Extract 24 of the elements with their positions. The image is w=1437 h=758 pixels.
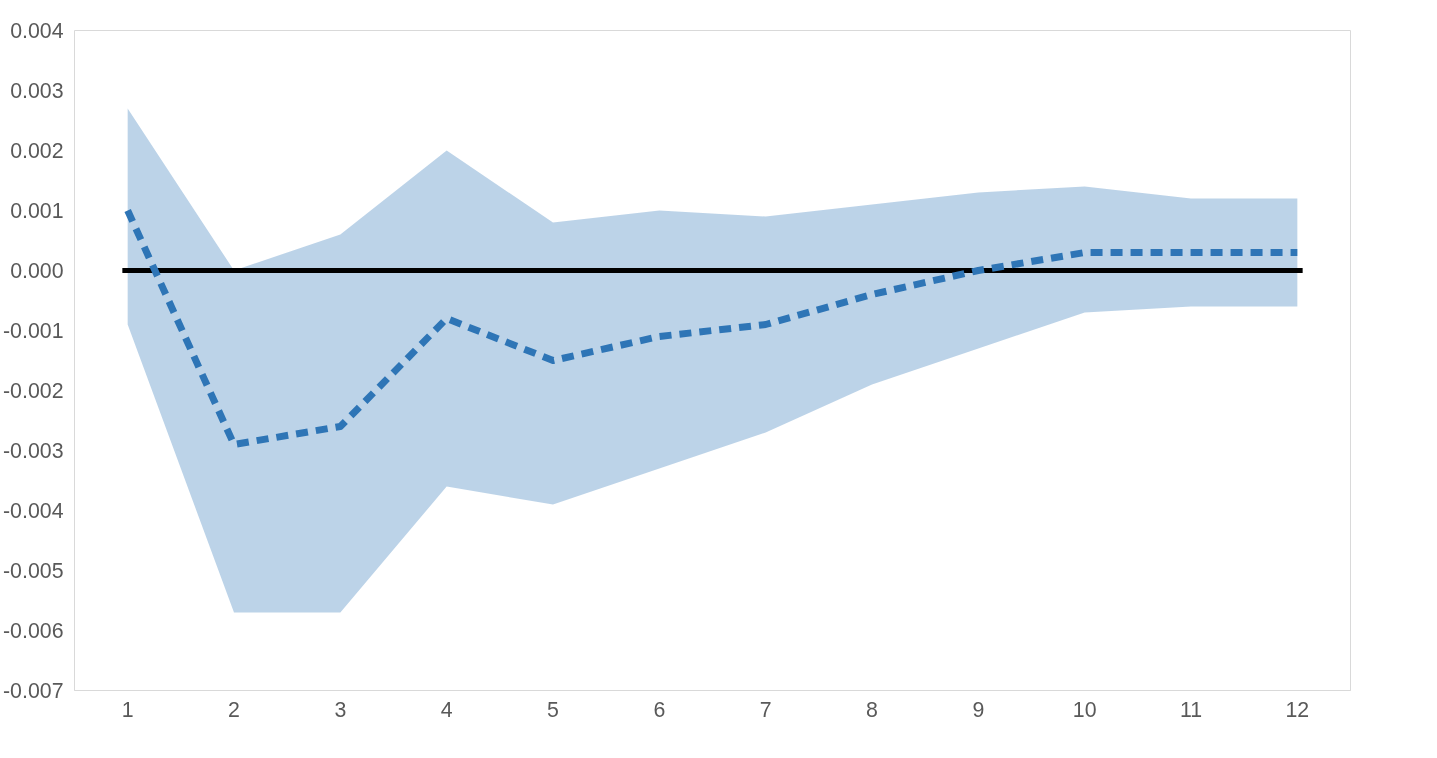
x-tick-label: 1 (121, 697, 134, 722)
x-tick-label: 8 (866, 697, 878, 722)
y-tick-label: -0.004 (3, 499, 64, 523)
y-tick-label: -0.001 (3, 319, 64, 343)
x-tick-label: 12 (1285, 697, 1310, 722)
x-tick-label: 10 (1072, 697, 1097, 722)
y-tick-label: 0.001 (10, 199, 64, 223)
y-tick-label: -0.002 (3, 379, 64, 403)
x-tick-label: 5 (547, 697, 559, 722)
y-tick-label: -0.003 (3, 439, 64, 463)
y-tick-label: -0.006 (3, 619, 64, 643)
x-tick-label: 6 (653, 697, 666, 722)
x-tick-label: 2 (228, 697, 240, 722)
x-tick-label: 4 (440, 697, 453, 722)
y-tick-label: 0.004 (10, 19, 64, 43)
y-tick-label: 0.002 (10, 139, 64, 163)
y-tick-label: -0.005 (3, 559, 64, 583)
x-tick-label: 11 (1179, 697, 1203, 722)
x-tick-label: 9 (972, 697, 985, 722)
y-tick-label: -0.007 (3, 679, 64, 703)
y-tick-label: 0.003 (10, 79, 64, 103)
x-tick-label: 3 (334, 697, 347, 722)
x-tick-label: 7 (759, 697, 772, 722)
y-tick-label: 0.000 (10, 259, 64, 283)
